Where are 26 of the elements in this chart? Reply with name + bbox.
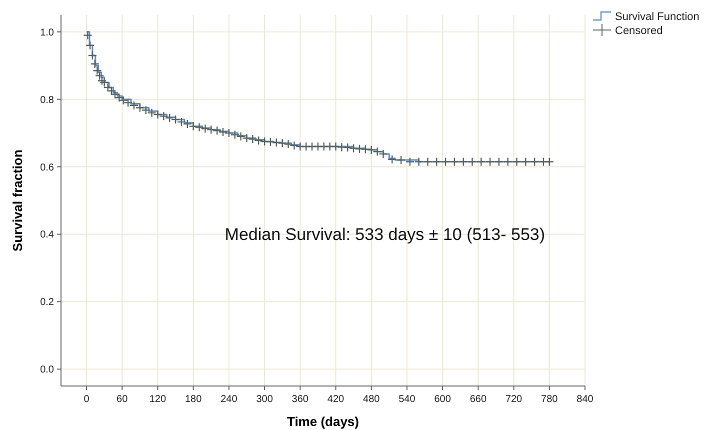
y-tick-label: 0.0 <box>40 364 54 376</box>
x-tick-label: 0 <box>84 394 90 405</box>
x-tick-label: 480 <box>363 394 380 405</box>
x-tick-label: 840 <box>576 394 594 405</box>
x-tick-label: 180 <box>184 394 202 405</box>
y-tick-label: 0.2 <box>40 297 54 308</box>
legend-label: Censored <box>615 25 663 37</box>
y-tick-label: 1.0 <box>40 27 54 38</box>
y-tick-label: 0.8 <box>40 94 54 106</box>
x-tick-label: 60 <box>116 394 128 405</box>
x-tick-label: 120 <box>149 394 167 405</box>
y-tick-label: 0.4 <box>40 230 54 241</box>
x-tick-label: 600 <box>434 394 452 405</box>
x-tick-label: 300 <box>256 394 274 405</box>
x-tick-label: 540 <box>398 394 416 405</box>
x-axis-title: Time (days) <box>286 414 360 429</box>
x-tick-label: 420 <box>327 394 345 405</box>
x-tick-label: 360 <box>292 394 309 405</box>
x-tick-label: 240 <box>220 394 238 405</box>
annotation: Median Survival: 533 days ± 10 (513- 553) <box>224 225 546 244</box>
x-tick-label: 780 <box>541 394 558 405</box>
x-tick-label: 720 <box>505 394 523 405</box>
y-axis-title: Survival fraction <box>10 150 25 252</box>
legend-label: Survival Function <box>615 11 700 23</box>
y-tick-label: 0.6 <box>40 162 54 174</box>
x-tick-label: 660 <box>470 394 487 405</box>
